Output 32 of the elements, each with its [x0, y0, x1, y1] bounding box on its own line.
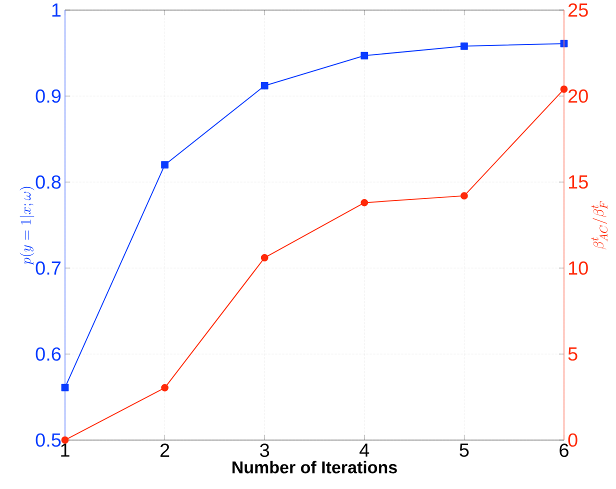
- point: [260, 254, 268, 262]
- x-tick-label: 1: [61, 444, 70, 457]
- point: [360, 52, 368, 60]
- y2-tick-label: 5: [568, 347, 578, 361]
- y-tick-label: 0.5: [36, 433, 61, 447]
- y-axis-title: $p(y=1|x;\omega)$: [20, 186, 34, 266]
- y-tick-label: 0.9: [36, 89, 61, 103]
- point: [260, 82, 268, 90]
- y2-tick-label: 25: [568, 3, 588, 17]
- x-axis-title: Number of Iterations: [232, 460, 397, 474]
- y2-tick-label: 10: [568, 261, 588, 275]
- x-tick-label: 6: [560, 444, 568, 458]
- x-tick-label: 4: [360, 444, 370, 457]
- y-tick-label: 1: [52, 4, 61, 17]
- point: [61, 436, 69, 444]
- point: [360, 198, 368, 206]
- point: [560, 85, 568, 93]
- y2-axis-title: $\beta^t_{AC}/\beta^t_F$: [591, 201, 608, 250]
- y-tick-label: 0.7: [36, 261, 61, 275]
- x-tick-label: 5: [460, 444, 469, 457]
- point: [161, 384, 169, 392]
- point: [460, 192, 468, 200]
- point: [161, 161, 168, 169]
- y-tick-label: 0.8: [36, 175, 61, 189]
- y2-tick-label: 15: [568, 175, 588, 189]
- y2-tick-label: 20: [568, 89, 588, 103]
- y2-tick-label: 0: [568, 433, 578, 447]
- y-tick-label: 0.6: [36, 347, 61, 361]
- x-tick-label: 3: [260, 444, 270, 458]
- point: [460, 42, 468, 50]
- point: [61, 384, 69, 392]
- x-tick-label: 2: [160, 444, 170, 457]
